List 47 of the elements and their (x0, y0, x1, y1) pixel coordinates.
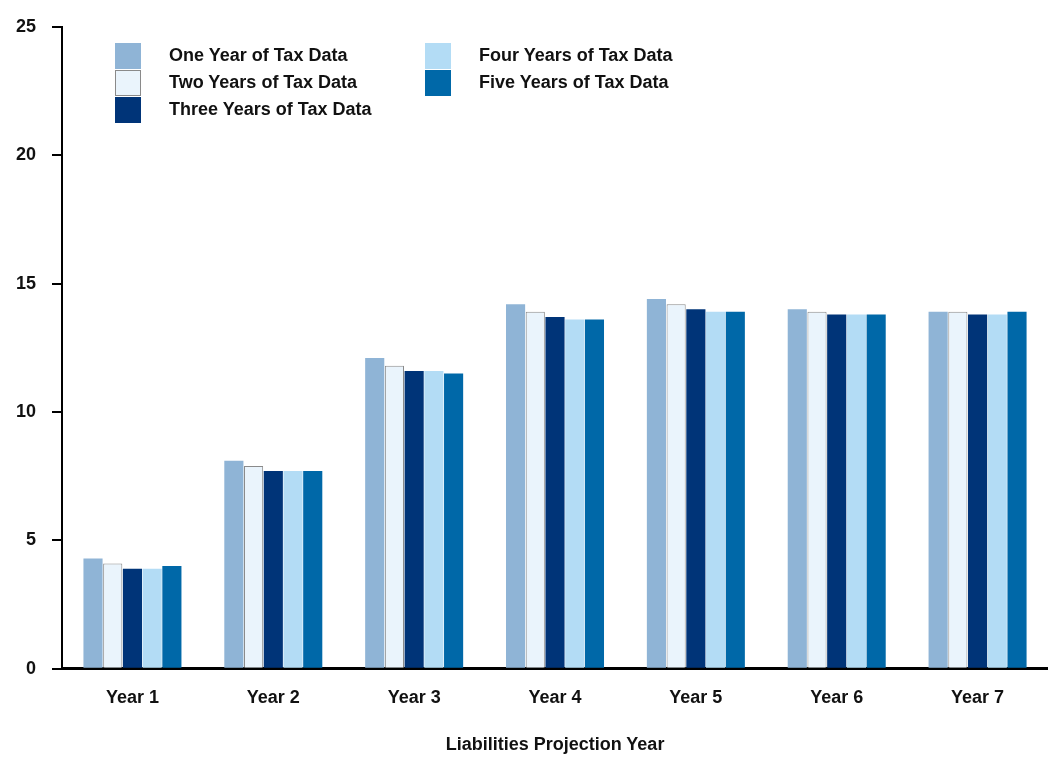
x-tick-label: Year 2 (246, 686, 300, 707)
bar (283, 471, 303, 668)
bar (424, 370, 444, 668)
bar (787, 309, 807, 668)
bar (263, 471, 283, 668)
x-tick-label: Year 5 (669, 686, 723, 707)
bar (122, 568, 143, 668)
y-tick-label: 15 (15, 272, 37, 293)
y-tick-label: 5 (26, 529, 37, 550)
legend-label: Four Years of Tax Data (479, 45, 673, 66)
legend-label: Three Years of Tax Data (169, 99, 372, 120)
legend-label: Two Years of Tax Data (169, 72, 358, 93)
bar (224, 460, 244, 668)
bar (142, 568, 162, 668)
bar (565, 319, 585, 668)
bar (646, 299, 666, 668)
x-axis-title: Liabilities Projection Year (445, 734, 665, 755)
bar (725, 311, 745, 668)
x-tick-label: Year 1 (105, 686, 159, 707)
bar (987, 314, 1007, 668)
y-tick-label: 25 (15, 15, 37, 36)
bar (444, 373, 464, 668)
y-tick-label: 10 (15, 400, 37, 421)
bar (1007, 311, 1027, 668)
y-tick-label: 0 (26, 657, 37, 678)
bar (303, 471, 323, 668)
bar (162, 566, 182, 668)
bar (365, 358, 385, 668)
bar (928, 311, 948, 668)
x-tick-label: Year 4 (528, 686, 582, 707)
bar (404, 370, 424, 668)
bar (545, 316, 565, 668)
bar (968, 314, 988, 668)
legend-label: Five Years of Tax Data (479, 72, 669, 93)
bar (584, 319, 605, 668)
y-tick-label: 20 (15, 144, 37, 165)
bar (686, 309, 706, 668)
bar (827, 314, 847, 668)
bar (846, 314, 866, 668)
x-tick-label: Year 6 (810, 686, 864, 707)
bar (83, 558, 103, 668)
bar (866, 314, 886, 668)
legend-label: One Year of Tax Data (169, 45, 348, 66)
x-tick-label: Year 7 (951, 686, 1005, 707)
x-tick-label: Year 3 (387, 686, 441, 707)
bar (706, 311, 726, 668)
bar (506, 304, 526, 668)
